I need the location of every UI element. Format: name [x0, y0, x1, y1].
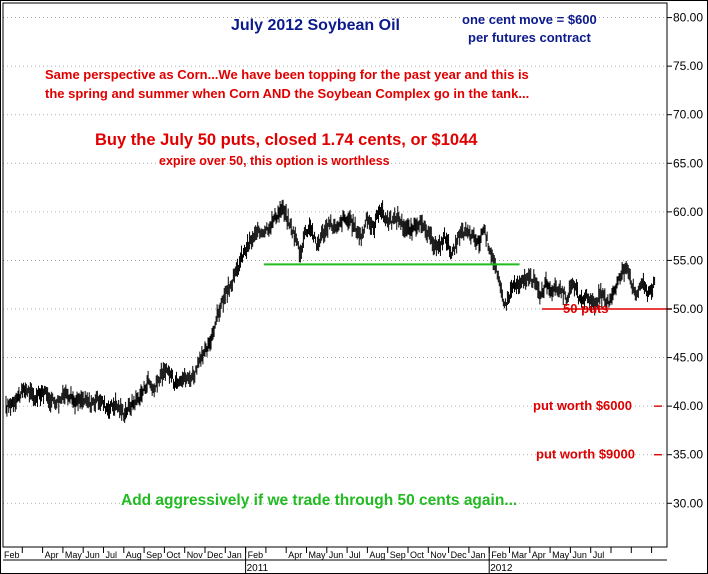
x-tick-label: Nov [187, 550, 204, 560]
x-tick-label: May [65, 550, 83, 560]
x-tick-label: Jan [471, 550, 486, 560]
chart-title: July 2012 Soybean Oil [231, 17, 400, 34]
x-tick-label: Aug [126, 550, 142, 560]
month-ticks [21, 547, 653, 553]
x-tick-label: May [552, 550, 570, 560]
y-tick-label: 70.00 [673, 108, 703, 122]
x-tick-label: Jun [85, 550, 100, 560]
commentary-line-1: Same perspective as Corn...We have been … [45, 67, 529, 82]
puts-strike-label: 50 puts [563, 301, 609, 316]
x-tick-label: Nov [430, 550, 447, 560]
x-tick-label: Jun [572, 550, 587, 560]
x-tick-label: Jul [593, 550, 605, 560]
x-tick-label: Oct [410, 550, 425, 560]
y-axis: 80.00 75.00 70.00 65.00 60.00 55.00 50.00 45.00… [667, 11, 703, 510]
level-label: put worth $6000 [533, 398, 632, 413]
year-label: 2012 [490, 563, 513, 574]
contract-note-line-2: per futures contract [468, 30, 591, 45]
x-tick-label: Jul [349, 550, 361, 560]
y-tick-label: 60.00 [673, 205, 703, 219]
x-tick-label: Jan [227, 550, 242, 560]
action-note: Add aggressively if we trade through 50 … [121, 492, 518, 509]
x-tick-label: Feb [248, 550, 264, 560]
y-tick-label: 40.00 [673, 399, 703, 413]
level-label: put worth $9000 [536, 447, 635, 462]
x-axis: Feb Apr May Jun Jul Aug Sep Oct Nov Dec Jan Feb Apr M… [3, 546, 667, 574]
x-tick-label: Dec [451, 550, 468, 560]
y-tick-label: 45.00 [673, 351, 703, 365]
trade-headline: Buy the July 50 puts, closed 1.74 cents,… [95, 131, 478, 149]
contract-note-line-1: one cent move = $600 [462, 12, 597, 27]
x-tick-label: Sep [390, 550, 406, 560]
y-tick-label: 80.00 [673, 11, 703, 25]
x-tick-label: Feb [491, 550, 507, 560]
x-tick-label: Jun [329, 550, 344, 560]
x-tick-label: Feb [4, 550, 20, 560]
x-tick-label: Jul [106, 550, 118, 560]
y-tick-label: 35.00 [673, 448, 703, 462]
x-tick-label: Oct [166, 550, 181, 560]
year-label: 2011 [247, 563, 269, 574]
commentary-line-2: the spring and summer when Corn AND the … [45, 86, 530, 101]
y-tick-label: 30.00 [673, 496, 703, 510]
y-tick-label: 55.00 [673, 253, 703, 267]
x-tick-label: Sep [146, 550, 162, 560]
y-tick-label: 50.00 [673, 302, 703, 316]
trade-note: expire over 50, this option is worthless [159, 154, 390, 168]
x-tick-label: Dec [207, 550, 224, 560]
x-tick-label: Apr [288, 550, 302, 560]
annotations: 50 puts put worth $6000 put worth $9000 [263, 263, 672, 462]
x-tick-label: Apr [532, 550, 546, 560]
x-tick-label: Apr [45, 550, 59, 560]
x-tick-label: Mar [512, 550, 528, 560]
x-tick-label: May [309, 550, 327, 560]
y-tick-label: 75.00 [673, 59, 703, 73]
y-tick-label: 65.00 [673, 156, 703, 170]
gridlines [3, 17, 667, 504]
x-tick-label: Aug [369, 550, 385, 560]
plot-border [2, 2, 668, 548]
price-series [5, 199, 656, 423]
